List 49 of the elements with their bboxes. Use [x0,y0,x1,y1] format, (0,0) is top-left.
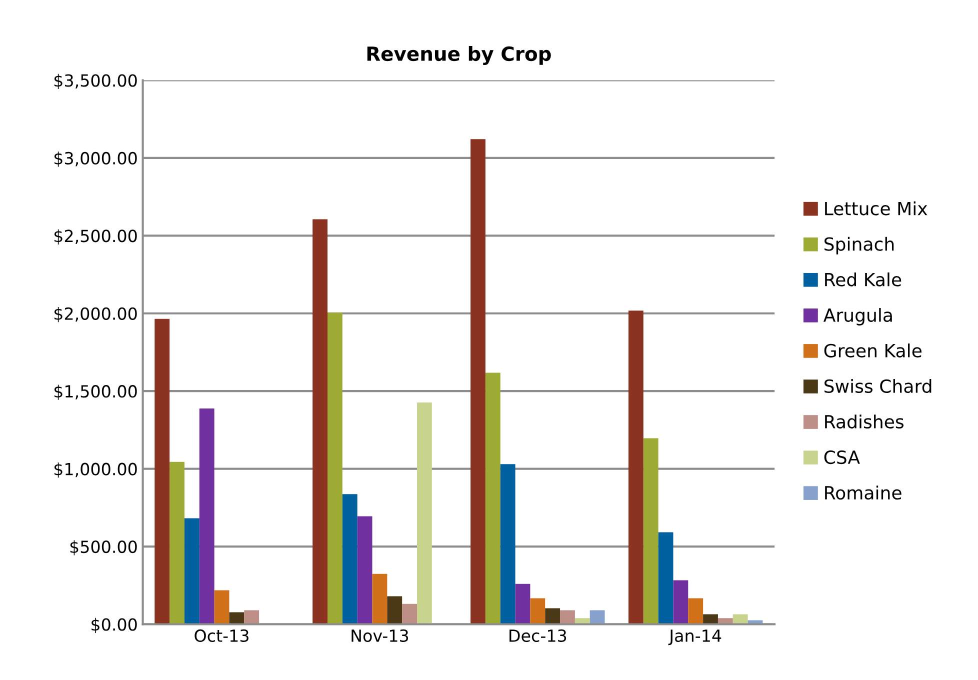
y-tick-label: $3,500.00 [54,74,137,90]
legend-label: Red Kale [825,272,902,286]
bar [688,598,704,624]
y-tick-label: $1,000.00 [54,462,137,478]
bar [658,532,674,624]
legend-label: Green Kale [824,344,922,358]
y-tick-label: $2,500.00 [54,229,137,244]
bar [530,598,546,624]
bar [402,604,417,624]
bar [515,584,530,624]
legend-label: CSA [824,450,860,464]
bar [545,608,560,624]
bar [673,580,688,624]
legend-label: Swiss Chard [824,379,932,394]
bar [560,610,575,624]
x-tick-label: Dec-13 [510,629,566,642]
y-tick-label: $3,000.00 [54,152,137,167]
chart-title: Revenue by Crop [367,46,551,65]
bar [214,590,230,624]
bar [590,610,605,624]
y-tick-label: $0.00 [92,618,137,634]
legend-label: Radishes [825,414,904,429]
bar [500,464,516,624]
x-tick-label: Nov-13 [352,629,408,642]
bar [184,518,200,624]
y-tick-label: $2,000.00 [54,307,137,322]
legend-label: Lettuce Mix [825,201,928,216]
y-tick-label: $1,500.00 [54,384,137,400]
bar [372,574,388,624]
bar [357,516,372,624]
legend-label: Romaine [825,486,902,500]
bar [328,312,342,624]
bar [312,219,328,624]
bar [154,318,170,624]
bar [387,596,402,624]
bar [342,494,358,624]
bar [485,372,500,624]
bar [199,408,214,624]
bar [628,310,644,624]
bar [244,610,260,624]
bar [643,438,658,624]
bar [470,139,486,624]
x-tick-label: Oct-13 [194,629,248,642]
x-tick-label: Jan-14 [668,630,722,646]
y-tick-label: $500.00 [70,540,137,556]
legend-label: Spinach [824,236,894,254]
bar [170,462,184,624]
legend-label: Arugula [823,308,892,326]
bar [417,402,432,624]
